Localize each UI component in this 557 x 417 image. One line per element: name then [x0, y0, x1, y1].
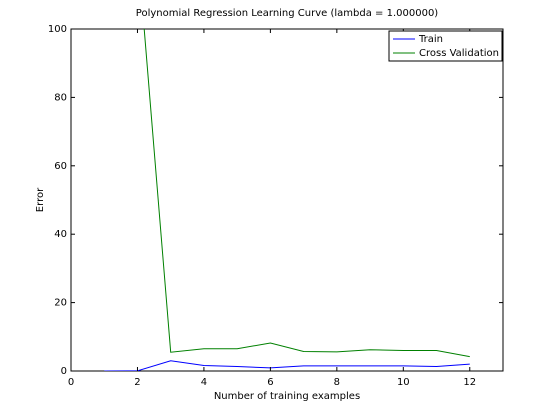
- x-axis-label: Number of training examples: [214, 391, 360, 402]
- x-tick-label: 6: [267, 377, 273, 388]
- x-tick-label: 0: [68, 377, 74, 388]
- legend-box: [388, 30, 503, 62]
- y-tick-label: 100: [48, 24, 67, 35]
- lines: [104, 29, 470, 371]
- x-tick-label: 12: [463, 377, 476, 388]
- y-tick-label: 60: [54, 161, 67, 172]
- series-line: [104, 360, 470, 371]
- x-tick-label: 4: [201, 377, 207, 388]
- y-tick-label: 40: [54, 229, 67, 240]
- legend-label: Train: [418, 34, 443, 45]
- series-line: [143, 29, 470, 358]
- y-axis-label: Error: [35, 187, 46, 212]
- x-tick-label: 8: [334, 377, 340, 388]
- y-tick-label: 20: [54, 298, 67, 309]
- plot-area: [70, 28, 504, 372]
- chart-title: Polynomial Regression Learning Curve (la…: [136, 8, 439, 19]
- legend-label: Cross Validation: [419, 48, 499, 59]
- y-tick-label: 80: [54, 92, 67, 103]
- x-tick-label: 2: [134, 377, 140, 388]
- x-tick-label: 10: [397, 377, 410, 388]
- y-tick-label: 0: [61, 366, 67, 377]
